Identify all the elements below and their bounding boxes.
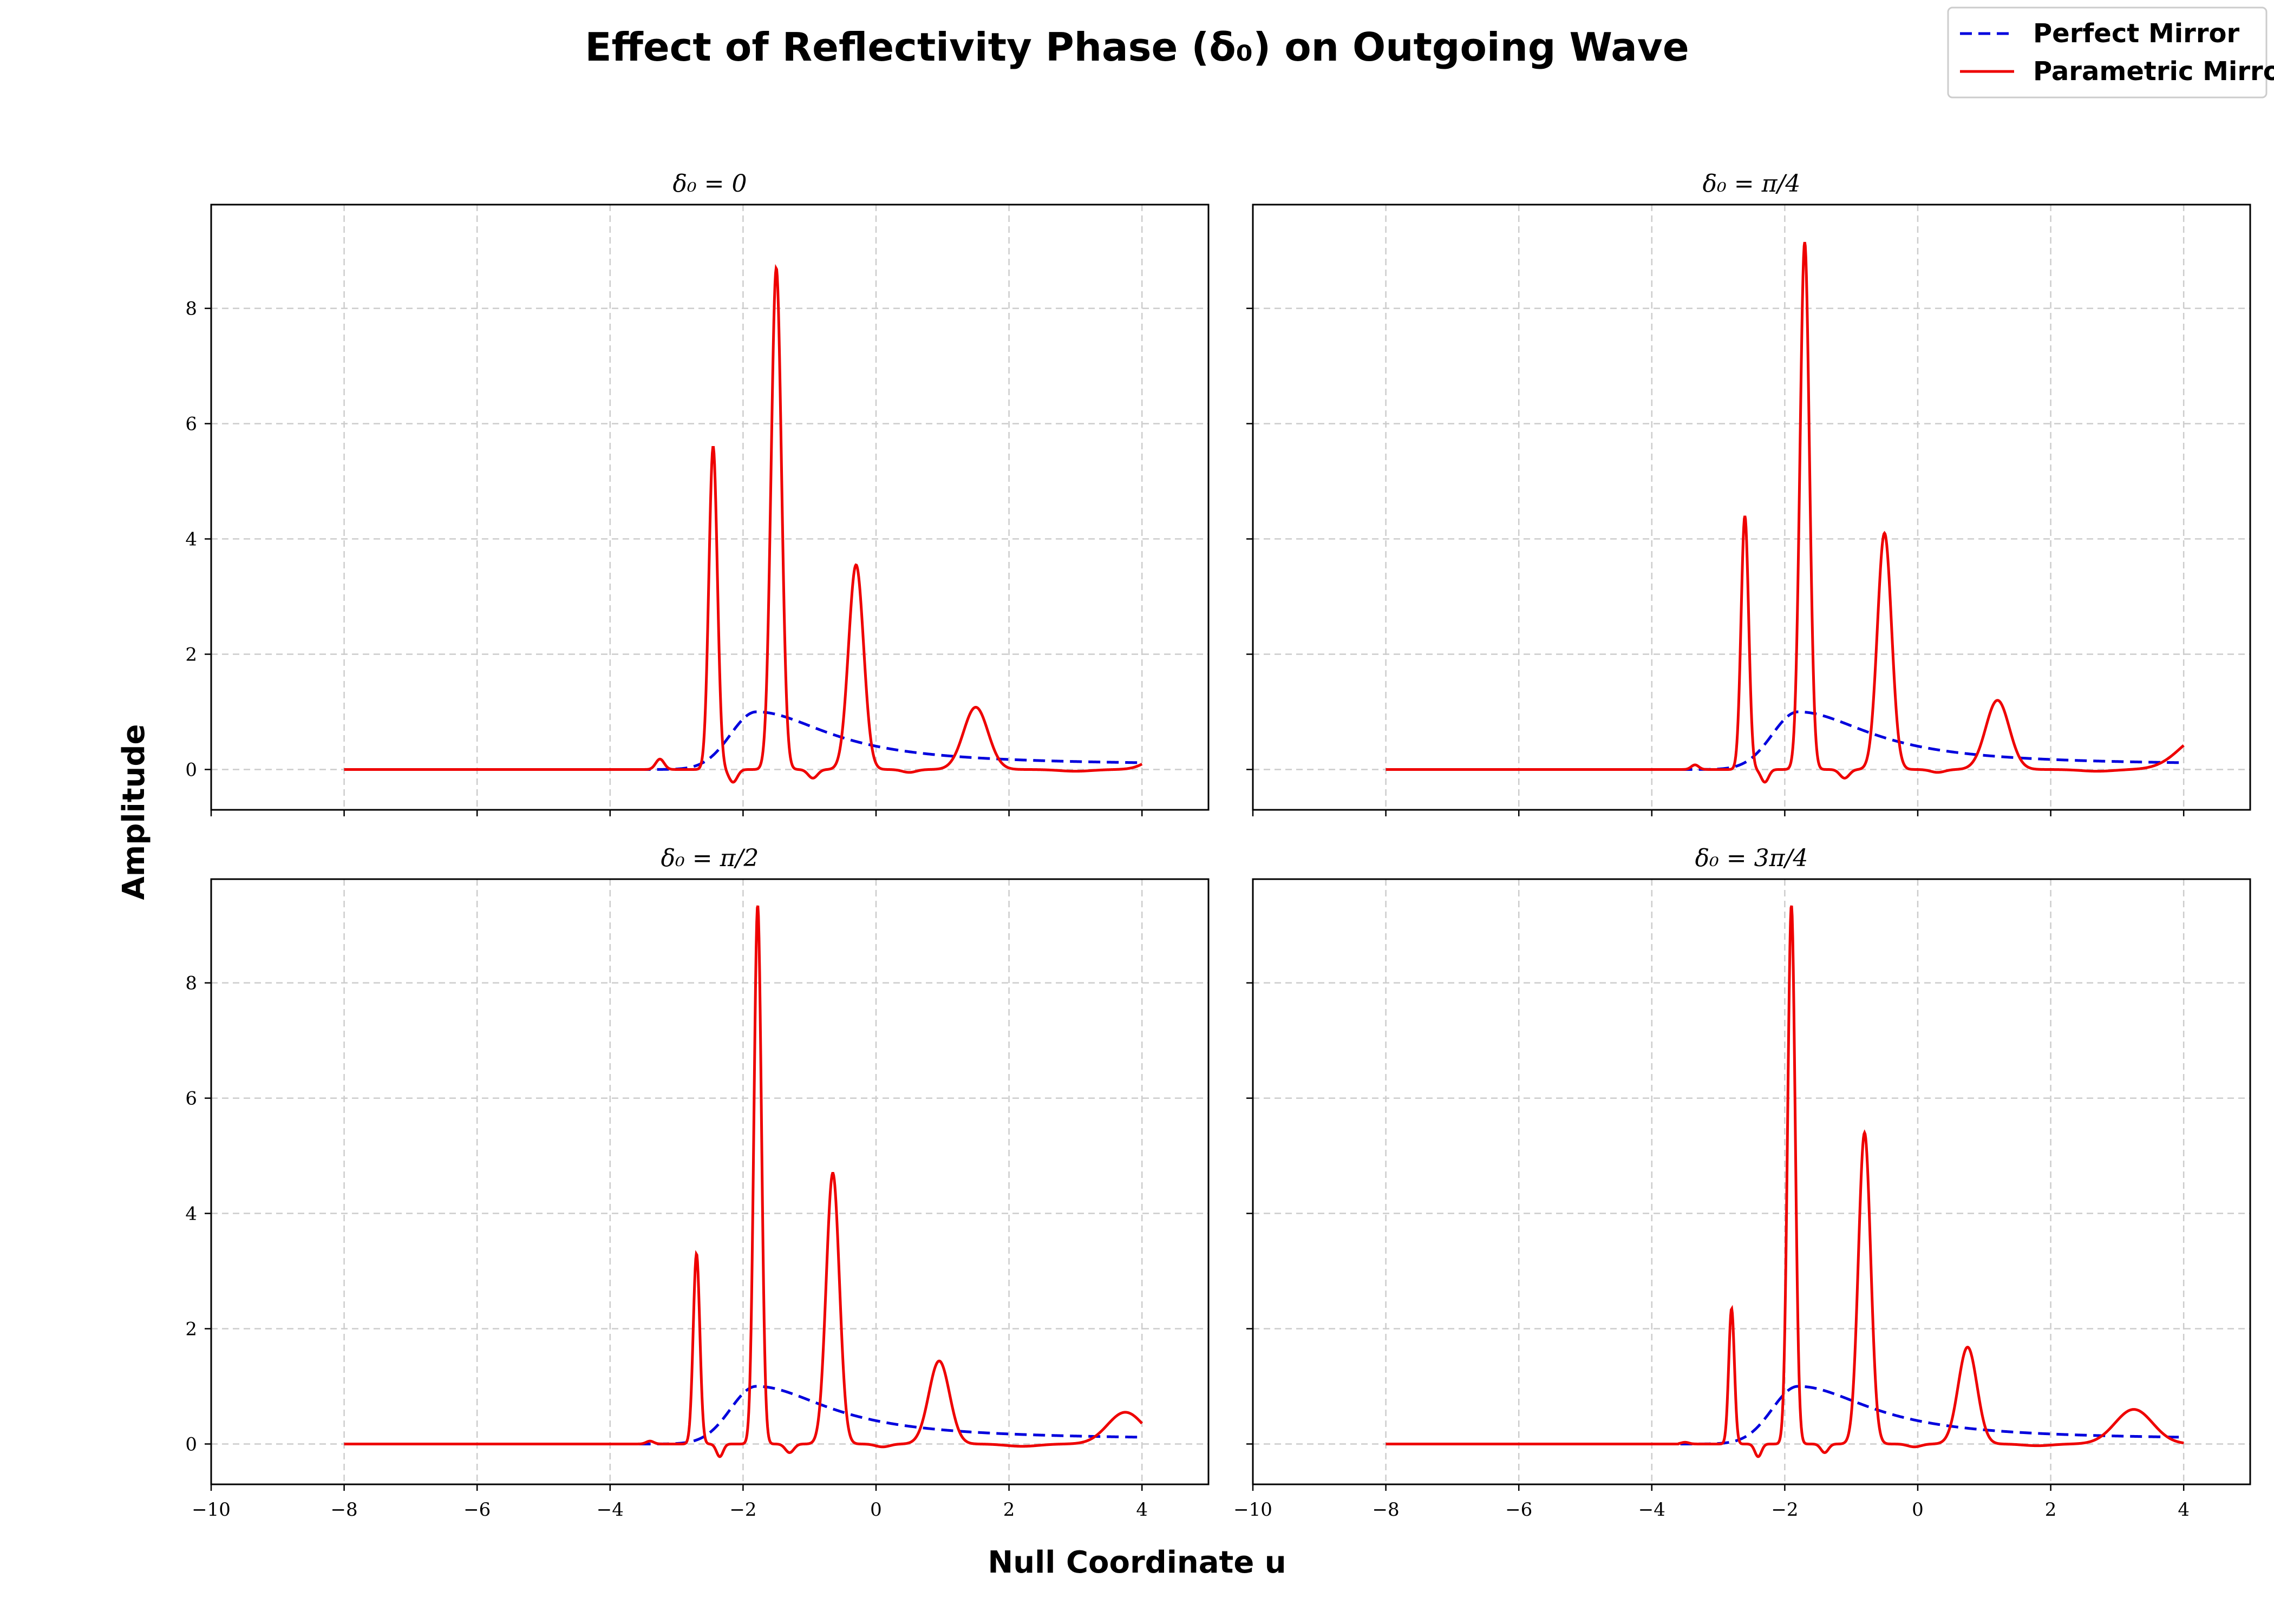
x-tick-label: 4 (2178, 1499, 2190, 1521)
subplot-title: δ₀ = 3π/4 (1695, 844, 1808, 872)
x-tick-label: −8 (1373, 1499, 1400, 1521)
y-tick-label: 6 (185, 414, 197, 435)
panel-frame (210, 204, 1210, 811)
y-tick-label: 2 (185, 644, 197, 666)
panel-frame (1252, 878, 2251, 1485)
panel-3: −10 −8 −6 −4 −2 0 2 4 δ₀ = 3π/4 (1233, 844, 2251, 1521)
panel-2: −10 −8 −6 −4 −2 0 2 4 0 2 4 6 8 δ₀ = π/2 (185, 844, 1210, 1521)
x-tick-label: 2 (2045, 1499, 2057, 1521)
y-tick-label: 4 (185, 529, 197, 551)
y-tick-label: 6 (185, 1088, 197, 1110)
legend-box (1947, 6, 2268, 99)
subplot-title: δ₀ = π/4 (1703, 170, 1801, 198)
y-tick-label: 8 (185, 973, 197, 994)
legend-label-perfect-mirror: Perfect Mirror (2033, 18, 2239, 49)
series-parametric-mirror (344, 905, 1143, 1458)
panel-0: 0 2 4 6 8 δ₀ = 0 (185, 170, 1210, 816)
series-parametric-mirror (1386, 905, 2184, 1458)
y-tick-label: 4 (185, 1203, 197, 1225)
x-tick-label: 0 (870, 1499, 882, 1521)
panel-frame (1252, 204, 2251, 811)
x-tick-label: −6 (1505, 1499, 1532, 1521)
chart-title: Effect of Reflectivity Phase (δ₀) on Out… (585, 24, 1689, 70)
x-tick-label: −6 (463, 1499, 491, 1521)
y-tick-label: 0 (185, 1433, 197, 1455)
legend: Perfect Mirror Parametric Mirror (1947, 6, 2274, 99)
series-parametric-mirror (344, 264, 1143, 784)
subplot-title: δ₀ = π/2 (661, 844, 759, 872)
y-tick-label: 2 (185, 1319, 197, 1340)
x-tick-label: −2 (729, 1499, 756, 1521)
y-tick-label: 0 (185, 759, 197, 781)
series-parametric-mirror (1386, 241, 2185, 784)
x-tick-label: −4 (597, 1499, 624, 1521)
y-axis-label: Amplitude (116, 724, 152, 900)
x-tick-label: −2 (1771, 1499, 1798, 1521)
x-tick-label: −10 (192, 1499, 231, 1521)
x-tick-label: 4 (1136, 1499, 1148, 1521)
x-tick-label: −10 (1233, 1499, 1272, 1521)
x-tick-label: −8 (331, 1499, 358, 1521)
panel-1: δ₀ = π/4 (1246, 170, 2251, 816)
y-tick-label: 8 (185, 298, 197, 320)
subplot-title: δ₀ = 0 (673, 170, 747, 198)
x-tick-label: −4 (1638, 1499, 1665, 1521)
x-axis-label: Null Coordinate u (988, 1545, 1286, 1580)
x-tick-label: 2 (1003, 1499, 1015, 1521)
panels: 0 2 4 6 8 δ₀ = 0 δ₀ = π/4 −10 −8 −6 −4 −2 0 2 4 0 2 4 6 8 δ₀… (185, 170, 2251, 1521)
x-tick-label: 0 (1912, 1499, 1924, 1521)
panel-frame (210, 878, 1210, 1485)
legend-label-parametric-mirror: Parametric Mirror (2033, 56, 2274, 87)
